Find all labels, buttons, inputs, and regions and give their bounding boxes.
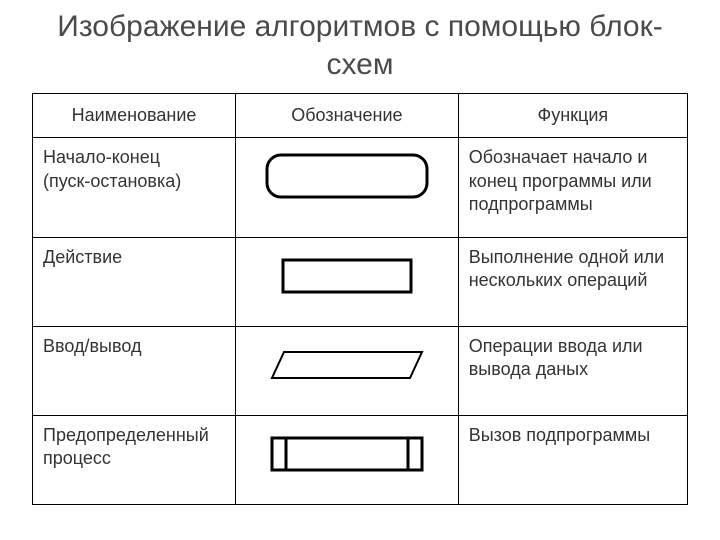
shape-predefined bbox=[246, 424, 448, 484]
shape-terminator bbox=[246, 146, 448, 206]
cell-func: Обозначает начало и конец программы или … bbox=[458, 138, 687, 237]
cell-symbol bbox=[236, 237, 459, 326]
name-line1: Начало-конец bbox=[43, 147, 160, 167]
shape-io bbox=[246, 335, 448, 395]
col-header-name: Наименование bbox=[33, 94, 236, 138]
cell-name: Предопределенный процесс bbox=[33, 415, 236, 504]
table-row: Начало-конец (пуск-остановка) Обозначает… bbox=[33, 138, 688, 237]
cell-func: Операции ввода или вывода даных bbox=[458, 326, 687, 415]
col-header-symbol: Обозначение bbox=[236, 94, 459, 138]
flowchart-symbols-table: Наименование Обозначение Функция Начало-… bbox=[32, 93, 688, 505]
cell-func: Вызов подпрограммы bbox=[458, 415, 687, 504]
name-line1: Действие bbox=[43, 247, 122, 267]
cell-name: Действие bbox=[33, 237, 236, 326]
cell-symbol bbox=[236, 138, 459, 237]
cell-func: Выполнение одной или нескольких операций bbox=[458, 237, 687, 326]
name-line2: (пуск-остановка) bbox=[43, 171, 181, 191]
slide-title: Изображение алгоритмов с помощью блок-сх… bbox=[32, 8, 688, 83]
cell-name: Ввод/вывод bbox=[33, 326, 236, 415]
name-line1: Ввод/вывод bbox=[43, 336, 141, 356]
shape-process bbox=[246, 246, 448, 306]
table-header-row: Наименование Обозначение Функция bbox=[33, 94, 688, 138]
cell-symbol bbox=[236, 326, 459, 415]
cell-name: Начало-конец (пуск-остановка) bbox=[33, 138, 236, 237]
cell-symbol bbox=[236, 415, 459, 504]
table-row: Действие Выполнение одной или нескольких… bbox=[33, 237, 688, 326]
table-row: Ввод/вывод Операции ввода или вывода дан… bbox=[33, 326, 688, 415]
name-line1: Предопределенный процесс bbox=[43, 425, 209, 468]
table-row: Предопределенный процесс Вызов подпрогра… bbox=[33, 415, 688, 504]
col-header-func: Функция bbox=[458, 94, 687, 138]
